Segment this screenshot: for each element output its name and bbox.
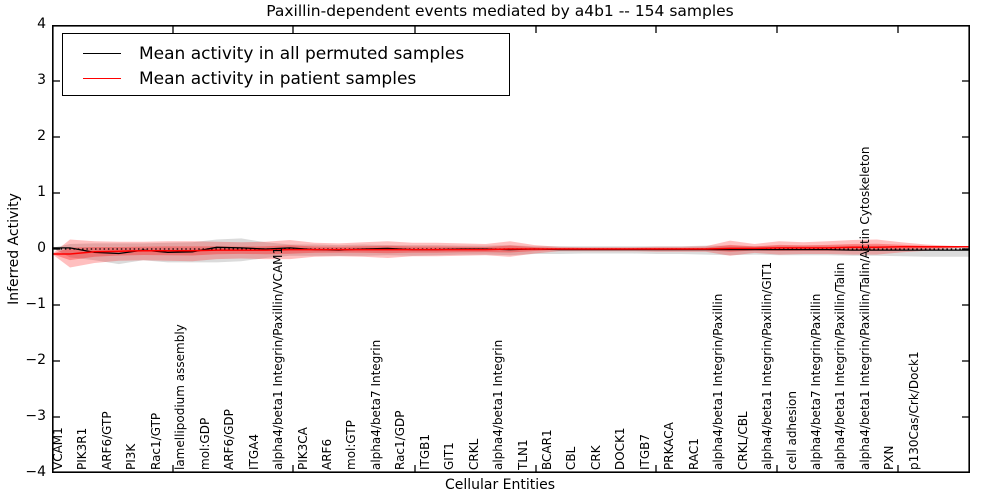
y-tick-label: −2: [25, 352, 46, 368]
legend-entry: Mean activity in all permuted samples: [83, 41, 509, 66]
x-tick-label: alpha4/beta1 Integrin/Paxillin/GIT1: [760, 261, 775, 470]
x-tick-label: PI3K: [124, 443, 139, 470]
patient-mean-line: [52, 246, 970, 255]
x-tick-label: DOCK1: [613, 427, 628, 470]
x-tick-label: ITGB7: [637, 433, 652, 470]
x-tick-label: GIT1: [442, 442, 457, 470]
y-tick-label: −4: [25, 464, 46, 480]
x-tick-label: ARF6/GTP: [99, 411, 114, 470]
plot-canvas: [52, 25, 970, 473]
chart-title: Paxillin-dependent events mediated by a4…: [266, 2, 734, 20]
x-tick-label: ARF6/GDP: [222, 409, 237, 470]
x-tick-label: Rac1/GTP: [148, 412, 163, 470]
legend-line-swatch: [83, 78, 121, 79]
x-tick-label: p130Cas/Crk/Dock1: [906, 351, 921, 470]
x-tick-label: alpha4/beta1 Integrin/Paxillin/Talin/Act…: [857, 146, 872, 470]
x-tick-label: PXN: [882, 445, 897, 470]
patient-band: [52, 239, 970, 268]
x-tick-label: alpha4/beta1 Integrin/Paxillin/Talin: [833, 262, 848, 470]
x-tick-label: CRK: [588, 445, 603, 470]
x-axis-label: Cellular Entities: [444, 477, 556, 493]
legend-label: Mean activity in patient samples: [139, 68, 417, 89]
x-tick-label: ARF6: [319, 438, 334, 470]
legend-entry: Mean activity in patient samples: [83, 66, 509, 91]
x-tick-label: TLN1: [515, 439, 530, 470]
y-tick-label: 3: [37, 72, 46, 88]
y-tick-label: −3: [25, 408, 46, 424]
x-tick-label: PIK3CA: [295, 427, 310, 470]
legend: Mean activity in all permuted samples Mea…: [62, 33, 510, 96]
y-tick-label: −1: [25, 296, 46, 312]
x-tick-label: cell adhesion: [784, 391, 799, 470]
x-tick-label: mol:GTP: [344, 420, 359, 470]
x-tick-label: alpha4/beta1 Integrin/Paxillin: [711, 293, 726, 470]
plot-area: VCAM1 PIK3R1 ARF6/GTP PI3K Rac1/GTP lamellipo…: [51, 25, 970, 473]
x-tick-label: mol:GDP: [197, 417, 212, 470]
x-tick-label: alpha4/beta7 Integrin: [368, 339, 383, 470]
x-tick-label: PIK3R1: [75, 427, 90, 470]
x-tick-label: alpha4/beta1 Integrin/Paxillin/VCAM1: [271, 246, 286, 470]
x-tick-label: CRKL/CBL: [735, 411, 750, 470]
x-tick-label: alpha4/beta1 Integrin: [491, 339, 506, 470]
x-tick-label: alpha4/beta7 Integrin/Paxillin: [808, 293, 823, 470]
x-tick-label: Rac1/GDP: [393, 410, 408, 470]
x-tick-label: PRKACA: [662, 422, 677, 470]
x-tick-label: CRKL: [466, 438, 481, 470]
permuted-band: [52, 238, 970, 265]
x-tick-label: RAC1: [686, 438, 701, 470]
legend-line-swatch: [83, 53, 121, 54]
legend-label: Mean activity in all permuted samples: [139, 43, 465, 64]
y-tick-label: 4: [37, 16, 46, 32]
x-tick-label: VCAM1: [51, 427, 65, 470]
x-tick-label: CBL: [564, 446, 579, 470]
x-tick-label: BCAR1: [540, 429, 554, 470]
x-tick-label: lamellipodium assembly: [173, 324, 188, 470]
x-tick-label: ITGB1: [417, 433, 432, 470]
y-tick-label: 0: [37, 240, 46, 256]
axis-frame: [52, 25, 970, 473]
y-tick-label: 1: [37, 184, 46, 200]
x-tick-label: ITGA4: [246, 433, 261, 470]
y-tick-label: 2: [37, 128, 46, 144]
